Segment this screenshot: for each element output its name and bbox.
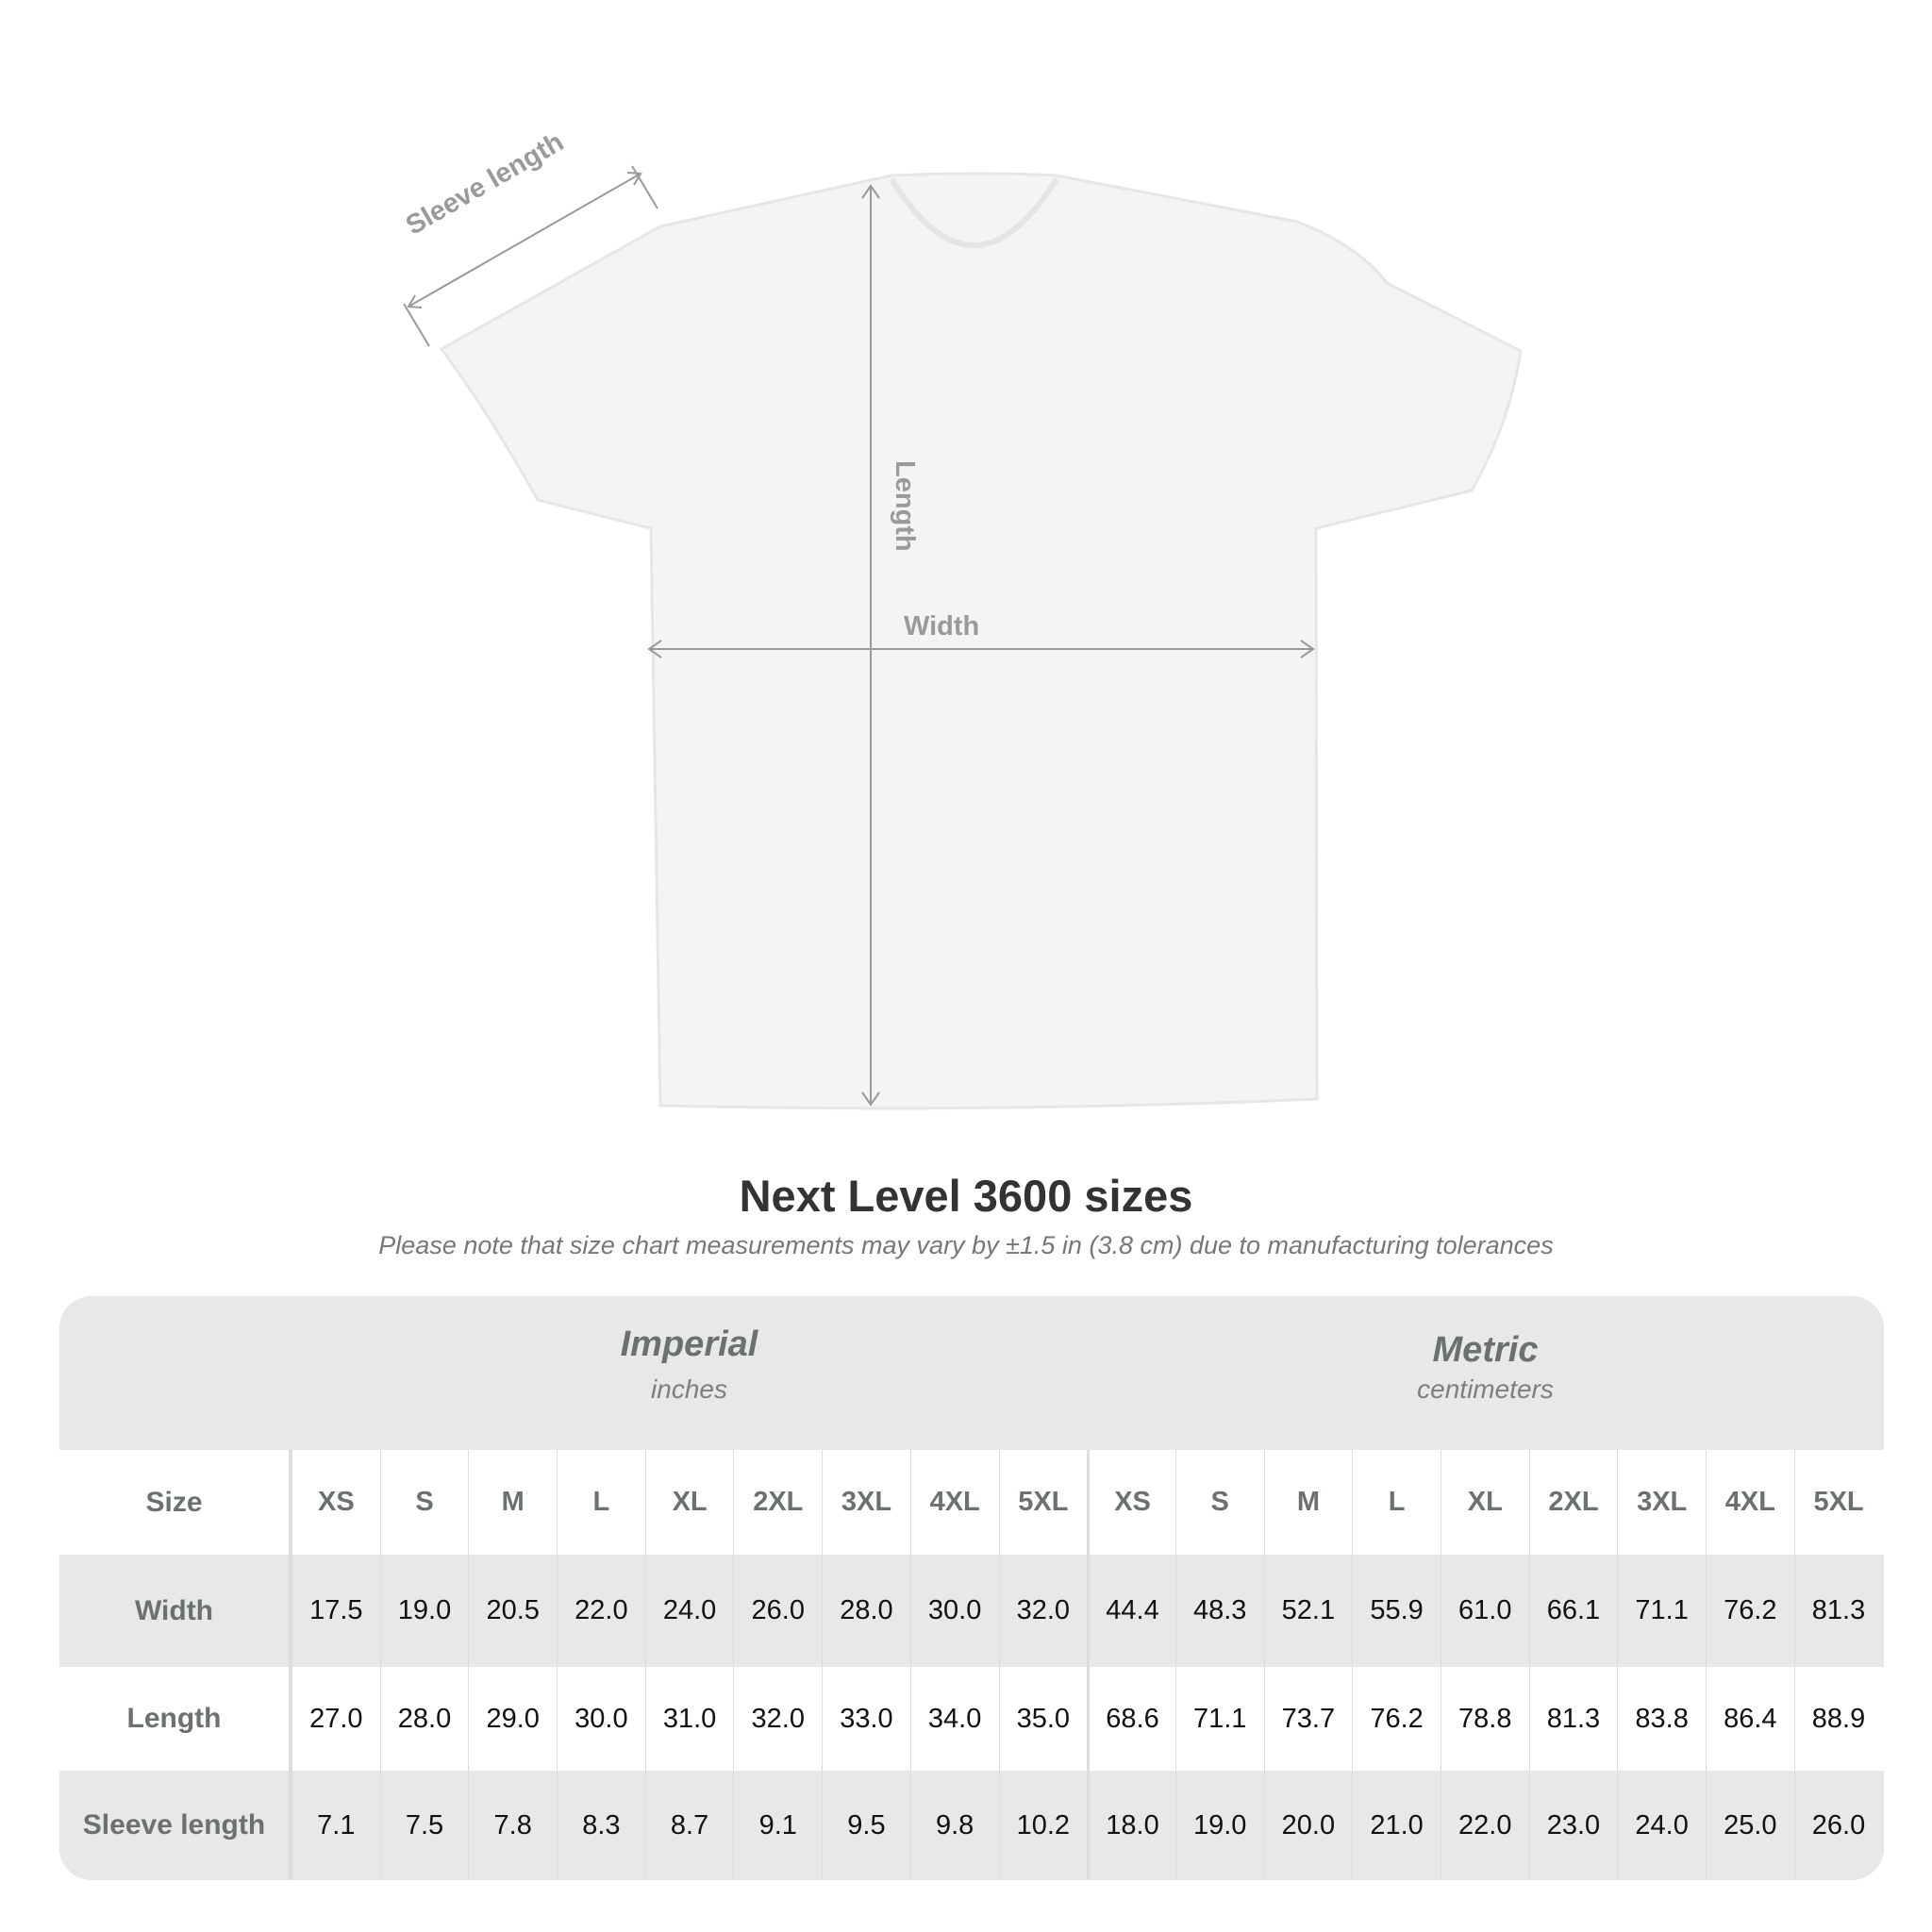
imperial-value-cell: 35.0 <box>998 1667 1088 1771</box>
imperial-value-cell: 7.5 <box>379 1771 469 1880</box>
metric-size-header: M <box>1263 1450 1353 1555</box>
length-label: Length <box>890 460 920 552</box>
page-title: Next Level 3600 sizes <box>739 1171 1193 1221</box>
imperial-value-cell: 9.1 <box>733 1771 822 1880</box>
imperial-value-cell: 20.5 <box>468 1555 557 1667</box>
table-row: Sleeve length 7.1 7.5 7.8 8.3 8.7 9.1 9.5 9.8 10.… <box>59 1771 1884 1880</box>
imperial-value-cell: 31.0 <box>644 1667 734 1771</box>
metric-value-cell: 52.1 <box>1263 1555 1353 1667</box>
imperial-size-header: 3XL <box>822 1450 910 1555</box>
imperial-value-cell: 30.0 <box>909 1555 999 1667</box>
tshirt-illustration <box>403 165 1523 1110</box>
metric-size-header: L <box>1352 1450 1441 1555</box>
metric-value-cell: 81.3 <box>1528 1667 1618 1771</box>
imperial-value-cell: 28.0 <box>822 1555 910 1667</box>
width-label: Width <box>904 611 980 641</box>
metric-value-cell: 86.4 <box>1706 1667 1794 1771</box>
metric-value-cell: 24.0 <box>1617 1771 1706 1880</box>
imperial-size-header: XS <box>291 1450 380 1555</box>
imperial-value-cell: 22.0 <box>557 1555 645 1667</box>
imperial-size-header: M <box>468 1450 557 1555</box>
imperial-size-header: S <box>379 1450 469 1555</box>
imperial-size-header: L <box>557 1450 645 1555</box>
metric-value-cell: 26.0 <box>1793 1771 1883 1880</box>
imperial-value-cell: 9.5 <box>822 1771 910 1880</box>
row-label: Length <box>59 1667 291 1771</box>
tshirt-shape <box>439 172 1523 1110</box>
metric-size-header: 4XL <box>1706 1450 1794 1555</box>
imperial-header: Imperial inches <box>291 1296 1087 1450</box>
row-label: Size <box>59 1450 291 1555</box>
imperial-heading: Imperial <box>620 1324 758 1364</box>
table-row: Size XS S M L XL 2XL 3XL 4XL 5XL XS S M L XL 2XL 3XL 4XL 5… <box>59 1450 1884 1555</box>
metric-value-cell: 22.0 <box>1440 1771 1529 1880</box>
metric-size-header: 2XL <box>1528 1450 1618 1555</box>
imperial-value-cell: 28.0 <box>379 1667 469 1771</box>
imperial-size-header: XL <box>644 1450 734 1555</box>
metric-value-cell: 68.6 <box>1087 1667 1175 1771</box>
metric-value-cell: 48.3 <box>1174 1555 1264 1667</box>
metric-size-header: 3XL <box>1617 1450 1706 1555</box>
imperial-value-cell: 19.0 <box>379 1555 469 1667</box>
metric-value-cell: 66.1 <box>1528 1555 1618 1667</box>
imperial-value-cell: 29.0 <box>468 1667 557 1771</box>
imperial-value-cell: 10.2 <box>998 1771 1088 1880</box>
imperial-size-header: 4XL <box>909 1450 999 1555</box>
metric-unit: centimeters <box>1417 1374 1554 1404</box>
metric-header: Metric centimeters <box>1087 1296 1884 1450</box>
imperial-value-cell: 9.8 <box>909 1771 999 1880</box>
metric-size-header: XL <box>1440 1450 1529 1555</box>
metric-value-cell: 78.8 <box>1440 1667 1529 1771</box>
metric-value-cell: 55.9 <box>1352 1555 1441 1667</box>
imperial-value-cell: 30.0 <box>557 1667 645 1771</box>
metric-value-cell: 71.1 <box>1174 1667 1264 1771</box>
metric-value-cell: 25.0 <box>1706 1771 1794 1880</box>
metric-value-cell: 71.1 <box>1617 1555 1706 1667</box>
imperial-size-header: 5XL <box>998 1450 1088 1555</box>
metric-value-cell: 83.8 <box>1617 1667 1706 1771</box>
table-row: Width 17.5 19.0 20.5 22.0 24.0 26.0 28.0 30.0 32.… <box>59 1555 1884 1667</box>
metric-value-cell: 44.4 <box>1087 1555 1175 1667</box>
metric-value-cell: 76.2 <box>1352 1667 1441 1771</box>
metric-size-header: S <box>1174 1450 1264 1555</box>
metric-size-header: 5XL <box>1793 1450 1883 1555</box>
imperial-unit: inches <box>651 1374 727 1404</box>
imperial-value-cell: 34.0 <box>909 1667 999 1771</box>
metric-heading: Metric <box>1432 1330 1539 1370</box>
imperial-value-cell: 7.1 <box>291 1771 380 1880</box>
imperial-value-cell: 32.0 <box>733 1667 822 1771</box>
imperial-value-cell: 33.0 <box>822 1667 910 1771</box>
imperial-size-header: 2XL <box>733 1450 822 1555</box>
metric-value-cell: 20.0 <box>1263 1771 1353 1880</box>
metric-value-cell: 21.0 <box>1352 1771 1441 1880</box>
metric-value-cell: 76.2 <box>1706 1555 1794 1667</box>
measure-arrows <box>403 165 1315 1107</box>
metric-value-cell: 18.0 <box>1087 1771 1175 1880</box>
imperial-value-cell: 32.0 <box>998 1555 1088 1667</box>
metric-value-cell: 88.9 <box>1793 1667 1883 1771</box>
imperial-value-cell: 8.7 <box>644 1771 734 1880</box>
metric-value-cell: 61.0 <box>1440 1555 1529 1667</box>
metric-value-cell: 19.0 <box>1174 1771 1264 1880</box>
table-row: Length 27.0 28.0 29.0 30.0 31.0 32.0 33.0 34.0 35… <box>59 1667 1884 1771</box>
metric-value-cell: 81.3 <box>1793 1555 1883 1667</box>
imperial-value-cell: 24.0 <box>644 1555 734 1667</box>
imperial-value-cell: 7.8 <box>468 1771 557 1880</box>
imperial-value-cell: 8.3 <box>557 1771 645 1880</box>
size-table: Imperial inches Metric centimeters Size X… <box>59 1296 1884 1880</box>
metric-value-cell: 73.7 <box>1263 1667 1353 1771</box>
metric-size-header: XS <box>1087 1450 1175 1555</box>
metric-value-cell: 23.0 <box>1528 1771 1618 1880</box>
row-label: Width <box>59 1555 291 1667</box>
imperial-value-cell: 17.5 <box>291 1555 380 1667</box>
imperial-value-cell: 26.0 <box>733 1555 822 1667</box>
imperial-value-cell: 27.0 <box>291 1667 380 1771</box>
tolerance-note: Please note that size chart measurements… <box>378 1231 1554 1259</box>
row-label: Sleeve length <box>59 1771 291 1880</box>
